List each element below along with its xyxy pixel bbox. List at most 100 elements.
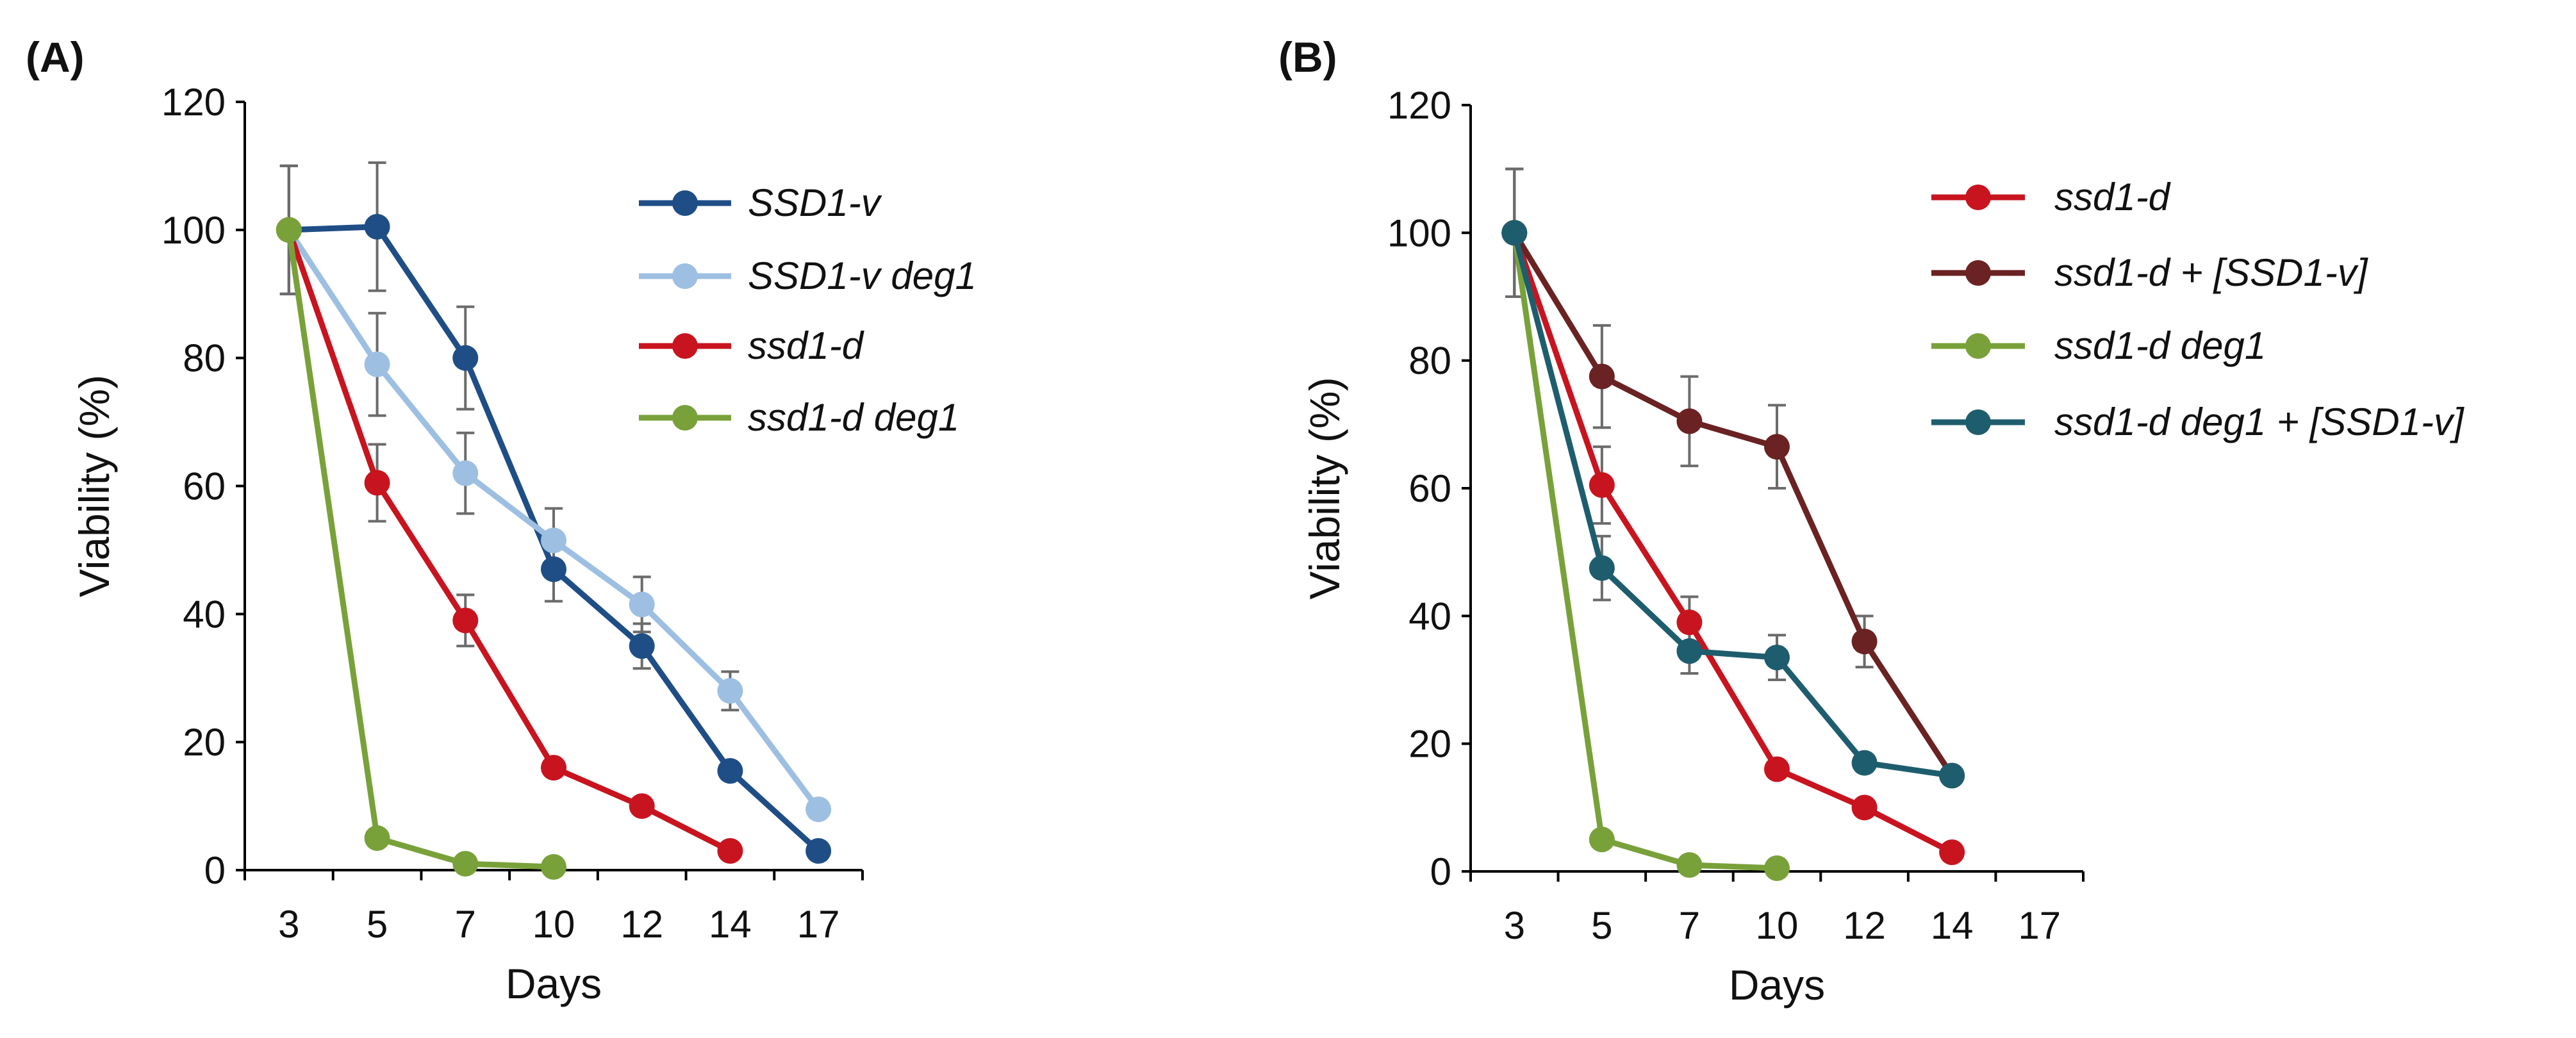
data-point bbox=[541, 527, 566, 554]
data-point bbox=[1851, 629, 1878, 655]
legend-item: ssd1-d deg1 + [SSD1-v] bbox=[1931, 400, 2465, 443]
legend-label: ssd1-d deg1 bbox=[748, 396, 959, 439]
y-axis-label: Viability (%) bbox=[1301, 377, 1348, 599]
legend-item: SSD1-v deg1 bbox=[639, 254, 977, 297]
legend-label: ssd1-d deg1 bbox=[2054, 324, 2266, 367]
legend-item: ssd1-d + [SSD1-v] bbox=[1931, 251, 2368, 294]
data-point bbox=[805, 838, 832, 864]
data-point bbox=[452, 460, 479, 486]
x-tick-label: 7 bbox=[455, 903, 476, 946]
legend-item: ssd1-d deg1 bbox=[639, 396, 959, 439]
x-tick-label: 12 bbox=[1843, 904, 1886, 947]
x-tick-label: 3 bbox=[278, 903, 299, 946]
y-tick-label: 40 bbox=[1408, 595, 1451, 638]
y-tick-label: 120 bbox=[1387, 84, 1451, 127]
legend-marker bbox=[672, 405, 698, 431]
legend: ssd1-d ssd1-d + [SSD1-v] ssd1-d deg1 ssd1-d… bbox=[1931, 176, 2465, 443]
data-point bbox=[1501, 220, 1528, 246]
data-point bbox=[717, 838, 743, 864]
legend-item: SSD1-v bbox=[639, 181, 882, 224]
y-tick-label: 80 bbox=[1408, 340, 1451, 383]
x-axis-label: Days bbox=[506, 960, 602, 1007]
data-point bbox=[364, 825, 390, 852]
series-line bbox=[1512, 231, 1954, 777]
legend-marker bbox=[672, 263, 698, 289]
y-tick-label: 40 bbox=[183, 593, 226, 636]
data-point bbox=[364, 351, 390, 377]
x-tick-label: 14 bbox=[709, 903, 752, 946]
legend-label: ssd1-d bbox=[2054, 176, 2171, 218]
data-point bbox=[1939, 839, 1965, 866]
data-point bbox=[1589, 827, 1615, 853]
legend-item: ssd1-d bbox=[639, 324, 864, 367]
legend-label: ssd1-d deg1 + [SSD1-v] bbox=[2054, 400, 2465, 443]
panel-label: (A) bbox=[26, 33, 85, 81]
y-tick-label: 0 bbox=[204, 849, 226, 892]
x-tick-label: 10 bbox=[1756, 904, 1799, 947]
data-point bbox=[629, 591, 655, 618]
data-point bbox=[1764, 756, 1790, 782]
data-point bbox=[1676, 609, 1703, 636]
series-line bbox=[1512, 231, 1954, 855]
legend-label: SSD1-v deg1 bbox=[748, 254, 977, 297]
y-tick-label: 0 bbox=[1430, 850, 1451, 893]
series-line bbox=[1511, 232, 1778, 871]
panel-label: (B) bbox=[1278, 33, 1337, 81]
legend-marker bbox=[1965, 260, 1991, 286]
y-axis-label: Viability (%) bbox=[70, 375, 118, 597]
data-point bbox=[452, 345, 479, 371]
data-point bbox=[1764, 855, 1790, 882]
data-point bbox=[364, 213, 390, 240]
x-tick-label: 12 bbox=[620, 903, 663, 946]
y-tick-label: 60 bbox=[183, 465, 226, 508]
data-point bbox=[1764, 645, 1790, 671]
y-tick-label: 100 bbox=[1387, 211, 1451, 254]
data-point bbox=[1851, 795, 1878, 821]
data-point bbox=[1589, 555, 1615, 581]
data-point bbox=[1851, 750, 1878, 776]
series-line bbox=[1511, 232, 1953, 778]
data-point bbox=[541, 755, 566, 781]
series-line bbox=[286, 229, 554, 870]
data-point bbox=[805, 796, 832, 823]
data-point bbox=[1764, 434, 1790, 460]
data-point bbox=[1939, 762, 1965, 789]
y-tick-label: 60 bbox=[1408, 467, 1451, 510]
legend-marker bbox=[1965, 333, 1991, 359]
data-point bbox=[1676, 852, 1703, 878]
x-tick-label: 3 bbox=[1504, 904, 1525, 947]
x-tick-label: 5 bbox=[367, 903, 388, 946]
data-point bbox=[1676, 408, 1703, 434]
x-tick-label: 5 bbox=[1591, 904, 1612, 947]
legend-label: SSD1-v bbox=[748, 181, 882, 224]
data-point bbox=[276, 217, 302, 243]
legend-marker bbox=[1965, 409, 1991, 435]
x-tick-label: 17 bbox=[2018, 904, 2061, 947]
y-tick-label: 100 bbox=[161, 209, 226, 252]
y-tick-label: 120 bbox=[161, 81, 226, 124]
legend-marker bbox=[1965, 185, 1991, 210]
x-tick-label: 10 bbox=[533, 903, 575, 946]
y-tick-label: 80 bbox=[183, 337, 226, 380]
data-point bbox=[364, 470, 390, 496]
data-point bbox=[629, 793, 655, 820]
data-point bbox=[541, 854, 566, 880]
data-point bbox=[717, 678, 743, 704]
data-point bbox=[1676, 638, 1703, 664]
legend-label: ssd1-d + [SSD1-v] bbox=[2054, 251, 2368, 294]
y-tick-label: 20 bbox=[1408, 723, 1451, 766]
y-tick-label: 20 bbox=[183, 721, 226, 764]
data-point bbox=[717, 758, 743, 784]
data-point bbox=[541, 556, 566, 582]
panel-b-chart: (B) 0 20 40 60 80 100 120 3 5 7 10 12 14 17 Days Viabili… bbox=[1278, 33, 2465, 1009]
x-tick-label: 14 bbox=[1931, 904, 1974, 947]
x-tick-label: 17 bbox=[797, 903, 840, 946]
data-point bbox=[452, 607, 479, 634]
data-point bbox=[629, 633, 655, 659]
legend-marker bbox=[672, 190, 698, 216]
legend-item: ssd1-d deg1 bbox=[1931, 324, 2266, 367]
x-axis-label: Days bbox=[1729, 961, 1825, 1009]
legend-item: ssd1-d bbox=[1931, 176, 2171, 218]
legend: SSD1-v SSD1-v deg1 ssd1-d ssd1-d deg1 bbox=[639, 181, 977, 439]
